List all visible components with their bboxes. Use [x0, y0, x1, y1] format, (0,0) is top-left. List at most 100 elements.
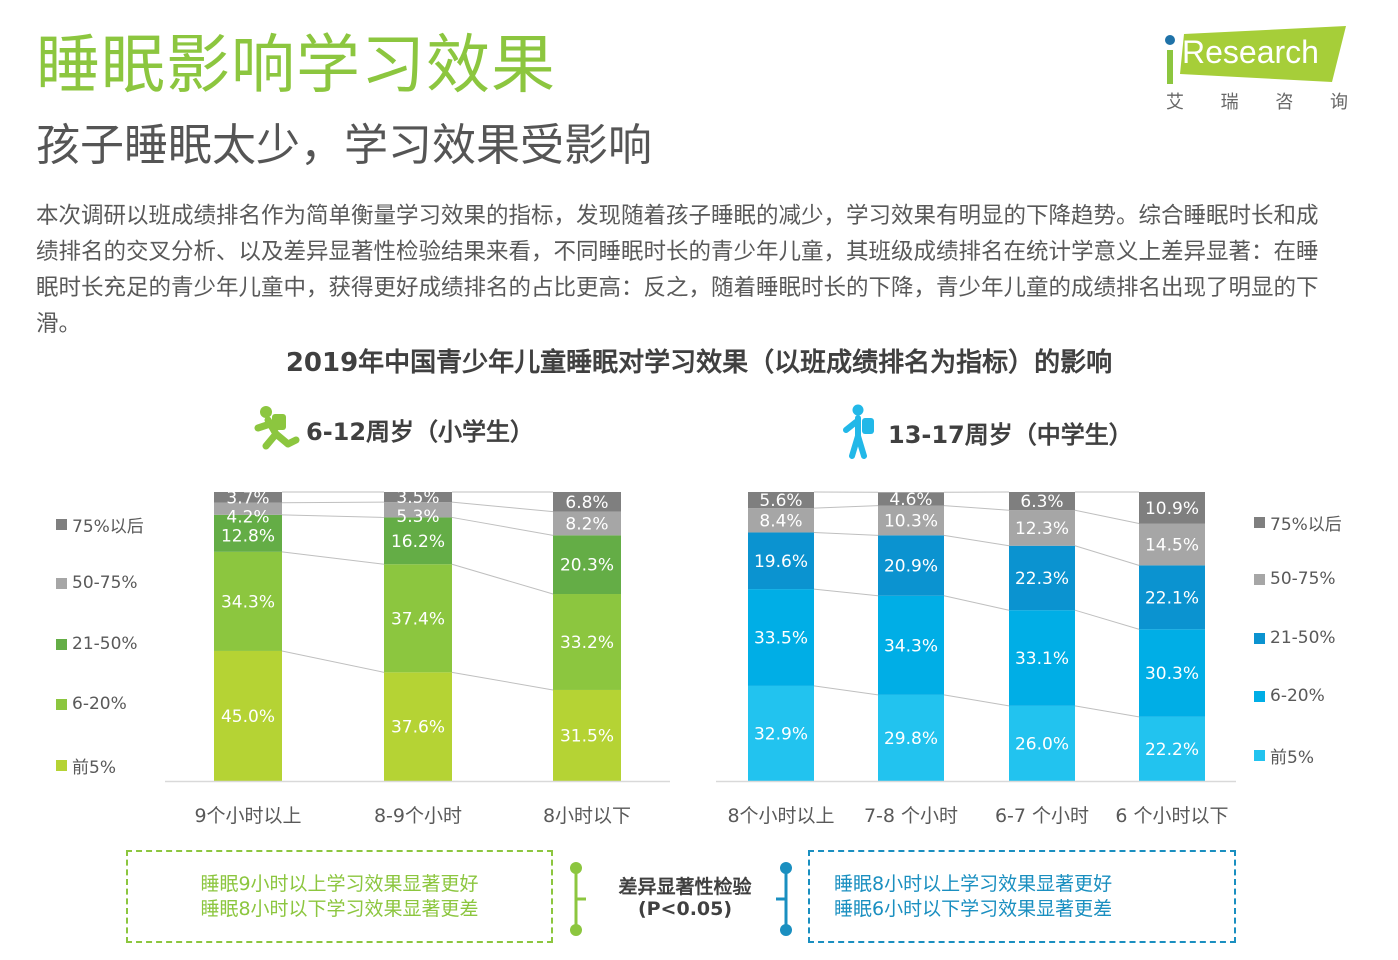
legend-swatch [1254, 632, 1265, 644]
data-label: 26.0% [1015, 734, 1069, 754]
legend-swatch [1254, 750, 1265, 761]
legend-item: 50-75% [56, 573, 138, 593]
bar-segment [1009, 610, 1075, 706]
x-tick-label: 6-7 个小时 [995, 805, 1089, 827]
legend-item: 75%以后 [56, 512, 144, 537]
data-label: 34.3% [221, 592, 275, 612]
data-label: 3.5% [396, 488, 439, 508]
connector-line [813, 531, 879, 536]
legend-item: 6-20% [1254, 686, 1325, 706]
walking-student-icon [843, 404, 874, 459]
logo-char: 询 [1329, 92, 1348, 113]
significance-pvalue: (P<0.05) [637, 898, 733, 920]
logo-char: 咨 [1275, 92, 1294, 113]
data-label: 34.3% [884, 636, 938, 656]
connector-line [1074, 545, 1140, 566]
bar-segment [1009, 545, 1075, 611]
bar-segment [878, 694, 944, 781]
data-label: 5.3% [396, 507, 439, 527]
bar-segment [878, 595, 944, 695]
connector-line [281, 514, 385, 518]
x-tick-label: 8-9个小时 [374, 805, 462, 827]
legend-swatch [56, 760, 67, 771]
data-label: 6.8% [565, 493, 608, 513]
legend-swatch [56, 519, 67, 530]
legend-label: 前5% [1270, 748, 1314, 768]
data-label: 10.9% [1145, 499, 1199, 519]
legend-swatch [56, 638, 67, 650]
iresearch-logo: Research 艾 瑞 咨 询 [1162, 20, 1352, 115]
group-header-primary: 6-12周岁（小学生） [252, 404, 534, 454]
bar-segment [384, 517, 452, 565]
connector-line [813, 505, 879, 509]
data-label: 31.5% [560, 726, 614, 746]
legend-label: 50-75% [1270, 569, 1336, 589]
logo-chinese-name: 艾 瑞 咨 询 [1162, 88, 1352, 114]
significance-title: 差异显著性检验 [618, 876, 752, 898]
data-label: 29.8% [884, 729, 938, 749]
chart-title: 2019年中国青少年儿童睡眠对学习效果（以班成绩排名为指标）的影响 [285, 348, 1113, 378]
data-label: 12.3% [1015, 519, 1069, 539]
legend-item: 50-75% [1254, 569, 1336, 589]
connector-line [281, 650, 385, 673]
note-line: 睡眠8小时以上学习效果显著更好 [834, 872, 1113, 895]
page-subtitle: 孩子睡眠太少，学习效果受影响 [36, 120, 652, 171]
connector-line [943, 694, 1010, 707]
data-label: 12.8% [221, 526, 275, 546]
bar-segment [1009, 510, 1075, 546]
bar-segment [1139, 492, 1205, 524]
bar-segment [214, 514, 282, 552]
bar-segment [1009, 492, 1075, 511]
bar-segment [878, 535, 944, 596]
x-tick-label: 6 个小时以下 [1115, 805, 1228, 827]
note-line: 睡眠6小时以下学习效果显著更差 [834, 897, 1113, 920]
bar-segment [748, 685, 814, 781]
data-label: 45.0% [221, 707, 275, 727]
data-label: 37.6% [391, 718, 445, 738]
bar-segment [384, 564, 452, 673]
data-label: 33.1% [1015, 649, 1069, 669]
connector-line [813, 685, 879, 696]
connector-line [943, 595, 1010, 611]
note-line: 睡眠8小时以下学习效果显著更差 [200, 897, 479, 920]
bar-segment [214, 492, 282, 503]
bar-segment [1139, 716, 1205, 781]
connector-line [451, 671, 554, 691]
connector-line [451, 516, 554, 536]
data-label: 8.2% [565, 515, 608, 535]
legend-swatch [1254, 517, 1265, 528]
x-tick-label: 7-8 个小时 [864, 805, 958, 827]
data-label: 4.2% [226, 507, 269, 527]
bar-segment [553, 492, 621, 512]
data-label: 33.5% [754, 629, 808, 649]
data-label: 8.4% [759, 511, 802, 531]
data-label: 4.6% [889, 490, 932, 510]
data-label: 20.9% [884, 557, 938, 577]
data-label: 37.4% [391, 609, 445, 629]
note-primary: 睡眠9小时以上学习效果显著更好 睡眠8小时以下学习效果显著更差 [126, 850, 553, 943]
group-label-secondary: 13-17周岁（中学生） [888, 420, 1133, 449]
bar-segment [214, 551, 282, 651]
bar-segment [1139, 523, 1205, 566]
legend-item: 21-50% [1254, 628, 1336, 648]
chart-primary: 45.0% 34.3% 12.8%4.2%3.7% 9个小时以上 37.6% 37.4% 1… [165, 488, 670, 827]
connector-line [451, 563, 554, 595]
legend-item: 21-50% [56, 634, 138, 654]
logo-char: 艾 [1166, 92, 1184, 113]
legend-label: 21-50% [72, 634, 138, 654]
legend-item: 前5% [1254, 743, 1314, 768]
bar-segment [553, 511, 621, 536]
logo-i-dot [1165, 35, 1175, 45]
logo-i-stem [1167, 50, 1173, 84]
x-tick-label: 9个小时以上 [194, 805, 301, 827]
x-tick-label: 8个小时以上 [727, 805, 834, 827]
legend-label: 75%以后 [72, 517, 144, 537]
connector-line [1074, 705, 1140, 718]
x-tick-label: 8小时以下 [543, 805, 631, 827]
note-line: 睡眠9小时以上学习效果显著更好 [200, 872, 479, 895]
legend-label: 6-20% [1270, 686, 1325, 706]
bar-segment [1139, 629, 1205, 717]
connector-line [943, 534, 1010, 547]
data-label: 14.5% [1145, 535, 1199, 555]
legend-item: 6-20% [56, 694, 127, 714]
